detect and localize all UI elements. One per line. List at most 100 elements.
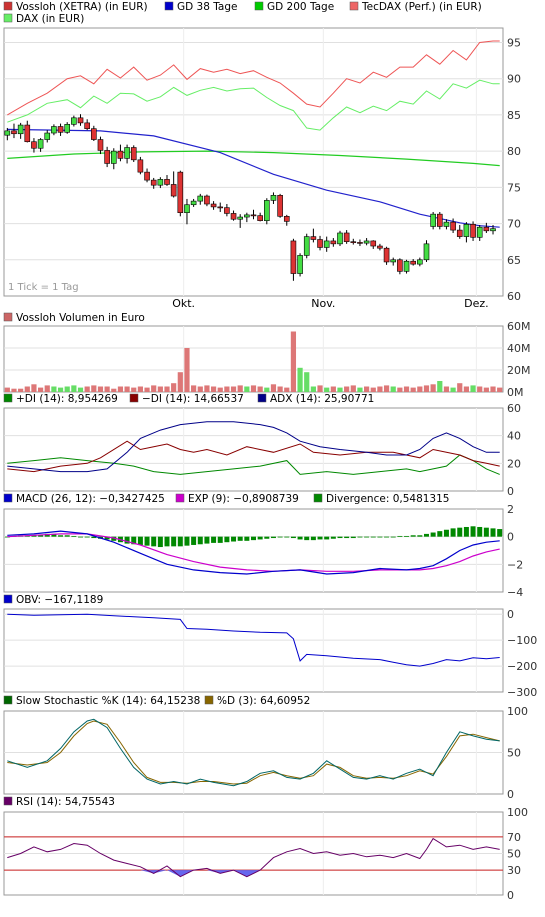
divergence-bar (350, 536, 356, 539)
candle-body (410, 260, 416, 265)
candle-body (303, 236, 310, 256)
obv-y-tick-label: 0 (507, 608, 514, 621)
volume-bar (497, 387, 503, 392)
stochastic-legend-label: %D (3): 64,60952 (217, 695, 310, 707)
tick-note: 1 Tick = 1 Tag (8, 282, 79, 293)
divergence-bar (417, 535, 423, 537)
volume-y-tick-label: 0M (507, 386, 524, 399)
candle-body (436, 213, 443, 227)
candle-body (370, 240, 377, 247)
volume-bar (77, 387, 84, 392)
volume-panel-frame (3, 325, 504, 393)
volume-bar (84, 386, 90, 392)
divergence-bar (184, 536, 190, 546)
candle-body (170, 184, 177, 197)
divergence-bar (470, 526, 476, 537)
divergence-bar (31, 535, 37, 537)
volume-bar (31, 384, 37, 392)
candle-body (184, 204, 190, 214)
price-legend-swatch (164, 1, 174, 11)
volume-bar (397, 387, 403, 392)
candle-body (84, 122, 90, 129)
volume-bar (250, 385, 257, 392)
candle-body (190, 200, 197, 206)
candle-body (483, 226, 490, 232)
price-y-tick-label: 85 (507, 109, 521, 122)
divergence-bar (270, 536, 276, 539)
volume-bar (111, 388, 117, 392)
volume-bar (237, 385, 243, 392)
obv-y-tick-label: −100 (507, 634, 537, 647)
divergence-bar (357, 536, 363, 538)
obv-line (7, 613, 500, 667)
divergence-bar (51, 533, 57, 537)
candle-body (44, 132, 51, 140)
candle-body (317, 239, 323, 248)
volume-bar (244, 386, 250, 392)
divergence-bar (157, 536, 163, 548)
divergence-bar (211, 536, 217, 543)
price-y-tick-label: 65 (507, 254, 521, 267)
x-axis-month-label: Dez. (464, 297, 489, 310)
divergence-bar (191, 536, 197, 545)
volume-y-tick-label: 20M (507, 364, 531, 377)
divergence-bar (430, 532, 436, 537)
candle-body (197, 195, 204, 202)
volume-bar (217, 387, 223, 392)
macd-legend-swatch (313, 493, 323, 503)
volume-bar (370, 387, 376, 392)
candle-body (137, 159, 144, 173)
candle-body (157, 179, 164, 186)
candle-body (204, 195, 210, 205)
divergence-bar (370, 536, 376, 538)
candle-body (470, 223, 476, 238)
macd-line (7, 530, 500, 575)
macd-panel-frame (3, 508, 504, 593)
volume-bar (403, 386, 410, 392)
volume-bar (423, 385, 430, 392)
minus-di-line (7, 440, 500, 473)
volume-bar (64, 386, 70, 392)
price-legend-swatch (3, 13, 13, 23)
volume-bar (390, 386, 396, 392)
volume-bar (457, 383, 463, 392)
price-y-tick-label: 90 (507, 73, 521, 86)
candle-body (17, 124, 24, 135)
adx-legend-label: +DI (14): 8,954269 (16, 393, 118, 405)
price-legend-swatch (254, 1, 264, 11)
divergence-bar (463, 526, 469, 537)
adx-legend-swatch (257, 393, 267, 403)
candle-body (330, 240, 337, 245)
candle-body (237, 216, 243, 220)
divergence-bar (104, 536, 110, 540)
candle-body (283, 216, 290, 222)
volume-bar (151, 385, 157, 392)
volume-bar (264, 387, 270, 392)
obv-legend-label: OBV: −167,1189 (16, 594, 103, 606)
divergence-bar (204, 536, 210, 544)
divergence-bar (337, 536, 343, 539)
candle-body (144, 171, 150, 181)
volume-bar (44, 385, 50, 392)
stochastic-legend-label: Slow Stochastic %K (14): 64,15238 (16, 695, 200, 707)
volume-bar (364, 386, 370, 392)
candle-body (257, 215, 263, 221)
candle-body (443, 221, 450, 227)
macd-legend-swatch (3, 493, 13, 503)
candle-body (244, 214, 250, 218)
candle-body (357, 242, 363, 244)
stoch-d-line (7, 720, 500, 785)
rsi-line (7, 837, 500, 878)
divergence-bar (111, 536, 117, 541)
divergence-bar (290, 536, 296, 539)
rsi-y-tick-label: 50 (507, 848, 521, 861)
divergence-bar (137, 536, 143, 545)
candle-body (164, 179, 170, 185)
volume-bar (437, 381, 443, 392)
volume-bar (304, 372, 310, 392)
stoch-k-line (7, 718, 500, 787)
candle-body (71, 117, 77, 125)
price-legend-swatch (349, 1, 359, 11)
candle-body (117, 150, 124, 159)
